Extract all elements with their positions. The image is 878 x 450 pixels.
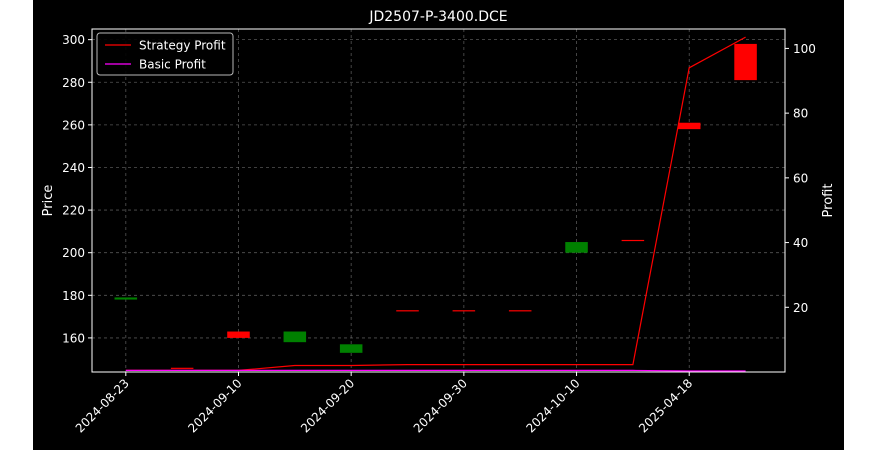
candle-5 <box>396 310 419 312</box>
y-left-tick-label: 180 <box>62 289 85 303</box>
chart-figure: 160 180 200 220 240 260 280 300 20 40 60 80 100 2024-… <box>33 0 844 450</box>
y-right-tick-label: 100 <box>793 42 816 56</box>
x-tick-label: 2024-08-23 <box>73 376 132 435</box>
candle-9 <box>621 239 645 242</box>
y-right-tick-label: 40 <box>793 236 808 250</box>
candle-layer <box>114 43 757 369</box>
y-right-tick-label: 60 <box>793 171 808 185</box>
candle-7 <box>508 310 532 312</box>
x-tick-label: 2025-04-18 <box>636 376 695 435</box>
candle-3 <box>283 331 307 343</box>
x-tick-label: 2024-10-10 <box>523 376 582 435</box>
grid-layer <box>92 29 785 372</box>
y-left-tick-label: 160 <box>62 331 85 345</box>
candle-8 <box>565 242 588 253</box>
candle-2 <box>227 331 250 338</box>
candle-4 <box>339 344 363 353</box>
legend-label-1: Basic Profit <box>139 58 206 72</box>
y-left-tick-label: 200 <box>62 246 85 260</box>
candle-10 <box>677 122 701 130</box>
y-left-tick-label: 300 <box>62 33 85 47</box>
y-left-tick-label: 260 <box>62 118 85 132</box>
candle-6 <box>452 310 476 312</box>
x-tick-label: 2024-09-30 <box>411 376 470 435</box>
candle-11 <box>734 43 757 81</box>
plot-frame <box>91 28 786 373</box>
chart-svg: 160 180 200 220 240 260 280 300 20 40 60 80 100 2024-… <box>41 9 836 435</box>
y-right-tick-label: 80 <box>793 107 808 121</box>
x-tick-label: 2024-09-20 <box>298 376 357 435</box>
chart-title: JD2507-P-3400.DCE <box>368 9 507 25</box>
y-axis-label-right: Profit <box>821 184 836 218</box>
series-line-strategy-profit <box>125 36 746 371</box>
line-layer <box>125 36 746 372</box>
y-left-tick-label: 240 <box>62 161 85 175</box>
legend-label-0: Strategy Profit <box>139 39 226 53</box>
y-right-tick-label: 20 <box>793 301 808 315</box>
x-tick-label: 2024-09-10 <box>185 376 244 435</box>
legend: Strategy Profit Basic Profit <box>96 32 234 76</box>
candle-0 <box>114 297 138 300</box>
y-left-tick-label: 280 <box>62 76 85 90</box>
y-left-tick-label: 220 <box>62 204 85 218</box>
candle-1 <box>170 367 194 369</box>
series-line-basic-profit <box>125 369 746 372</box>
y-axis-label-left: Price <box>41 185 56 217</box>
axis-layer: 160 180 200 220 240 260 280 300 20 40 60 80 100 2024-… <box>62 33 816 435</box>
